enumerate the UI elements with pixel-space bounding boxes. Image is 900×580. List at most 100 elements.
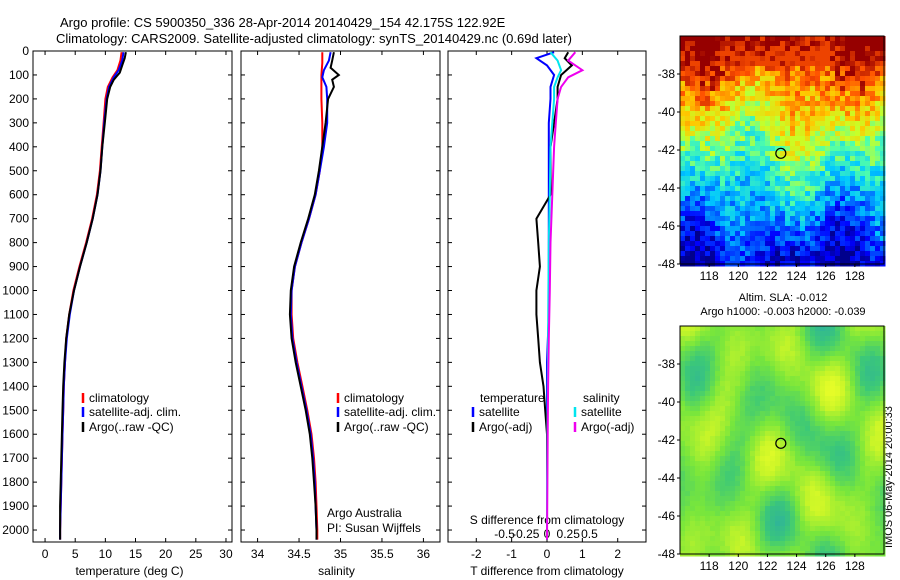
map-cell — [810, 376, 816, 382]
map-cell — [720, 251, 726, 257]
map-cell — [770, 396, 776, 402]
map-cell — [765, 436, 771, 442]
map-cell — [765, 416, 771, 422]
map-cell — [720, 411, 726, 417]
map-cell — [775, 111, 781, 117]
map-cell — [750, 331, 756, 337]
map-cell — [845, 161, 851, 167]
map-cell — [805, 41, 811, 47]
map-cell — [755, 51, 761, 57]
map-cell — [795, 396, 801, 402]
map-cell — [750, 416, 756, 422]
map-cell — [740, 381, 746, 387]
map-cell — [690, 441, 696, 447]
y-tick-label: 800 — [9, 236, 29, 250]
map-cell — [835, 126, 841, 132]
map-cell — [700, 486, 706, 492]
map-cell — [760, 206, 766, 212]
map-cell — [715, 411, 721, 417]
map-cell — [715, 361, 721, 367]
map-cell — [880, 376, 886, 382]
map-cell — [715, 101, 721, 107]
map-cell — [685, 66, 691, 72]
map-cell — [845, 251, 851, 257]
map-cell — [785, 96, 791, 102]
map-cell — [880, 201, 886, 207]
map-cell — [790, 401, 796, 407]
map-cell — [705, 461, 711, 467]
map-cell — [815, 331, 821, 337]
map-cell — [830, 176, 836, 182]
map-cell — [755, 76, 761, 82]
map-cell — [705, 41, 711, 47]
map-cell — [840, 161, 846, 167]
map-cell — [815, 401, 821, 407]
map-cell — [765, 186, 771, 192]
map-cell — [740, 361, 746, 367]
map-cell — [750, 341, 756, 347]
map-cell — [710, 541, 716, 547]
map-cell — [845, 221, 851, 227]
map-cell — [775, 546, 781, 552]
map-cell — [755, 526, 761, 532]
map-cell — [850, 346, 856, 352]
map-cell — [760, 241, 766, 247]
map-cell — [800, 436, 806, 442]
map-cell — [810, 491, 816, 497]
map-cell — [835, 246, 841, 252]
map-cell — [825, 331, 831, 337]
map-cell — [745, 41, 751, 47]
map-cell — [855, 141, 861, 147]
map-cell — [715, 501, 721, 507]
map-cell — [825, 381, 831, 387]
map-cell — [840, 411, 846, 417]
map-cell — [880, 176, 886, 182]
map-cell — [685, 126, 691, 132]
map-cell — [875, 116, 881, 122]
map-cell — [680, 376, 686, 382]
map-cell — [825, 421, 831, 427]
map-cell — [715, 41, 721, 47]
map-cell — [695, 391, 701, 397]
map-cell — [730, 386, 736, 392]
map-subtitle: Argo h1000: -0.003 h2000: -0.039 — [700, 306, 865, 318]
map-cell — [835, 491, 841, 497]
map-cell — [875, 496, 881, 502]
map-cell — [680, 161, 686, 167]
map-cell — [855, 496, 861, 502]
map-cell — [760, 101, 766, 107]
map-cell — [715, 66, 721, 72]
map-cell — [785, 436, 791, 442]
map-cell — [875, 71, 881, 77]
map-cell — [725, 531, 731, 537]
map-cell — [850, 181, 856, 187]
map-cell — [800, 136, 806, 142]
map-cell — [795, 366, 801, 372]
map-cell — [810, 506, 816, 512]
map-cell — [825, 361, 831, 367]
map-cell — [870, 506, 876, 512]
map-cell — [715, 511, 721, 517]
map-cell — [865, 536, 871, 542]
map-cell — [850, 341, 856, 347]
map-cell — [880, 86, 886, 92]
map-cell — [815, 541, 821, 547]
map-cell — [780, 541, 786, 547]
map-cell — [785, 116, 791, 122]
map-cell — [700, 326, 706, 332]
map-cell — [865, 136, 871, 142]
map-cell — [775, 191, 781, 197]
map-cell — [730, 221, 736, 227]
map-cell — [790, 146, 796, 152]
map-cell — [855, 451, 861, 457]
map-cell — [705, 526, 711, 532]
map-cell — [785, 156, 791, 162]
map-cell — [725, 541, 731, 547]
map-cell — [795, 341, 801, 347]
map-cell — [865, 126, 871, 132]
map-cell — [805, 486, 811, 492]
map-cell — [770, 56, 776, 62]
map-cell — [820, 506, 826, 512]
map-cell — [680, 426, 686, 432]
map-cell — [830, 161, 836, 167]
